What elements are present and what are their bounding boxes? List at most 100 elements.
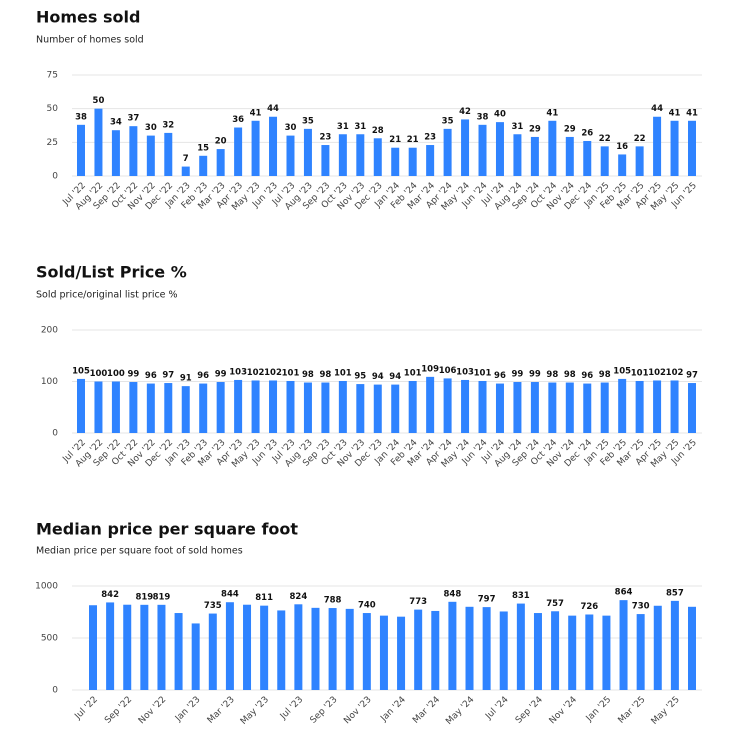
value-label: 15 — [197, 143, 209, 153]
bar — [345, 608, 354, 690]
value-label: 31 — [354, 122, 366, 132]
bar — [111, 130, 120, 176]
value-label: 96 — [145, 371, 157, 381]
x-tick-label: May '25 — [650, 695, 682, 727]
bar — [391, 147, 400, 176]
bar — [513, 382, 522, 433]
bar — [243, 604, 252, 690]
value-label: 100 — [107, 369, 125, 379]
bar — [670, 600, 679, 690]
y-tick-label: 0 — [52, 429, 58, 439]
value-label: 105 — [613, 366, 631, 376]
value-label: 7 — [183, 154, 189, 164]
bar — [482, 607, 491, 690]
value-label: 109 — [421, 364, 439, 374]
bar — [688, 383, 696, 433]
value-label: 94 — [372, 372, 384, 382]
bar — [600, 382, 609, 433]
y-tick-label: 0 — [52, 172, 58, 182]
bar — [530, 136, 539, 176]
value-label: 98 — [546, 370, 558, 380]
x-tick-label: Sep '22 — [103, 695, 134, 726]
value-label: 21 — [389, 135, 401, 145]
chart-title: Median price per square foot — [36, 520, 298, 539]
x-tick-label: Jul '22 — [73, 695, 100, 722]
y-tick-label: 25 — [47, 138, 58, 148]
bar — [688, 120, 696, 176]
x-tick-label: Jan '23 — [173, 695, 202, 724]
value-label: 22 — [599, 134, 611, 144]
value-label: 101 — [334, 368, 352, 378]
bar — [106, 602, 115, 690]
x-tick-label: Sep '23 — [309, 695, 340, 726]
value-label: 101 — [404, 368, 422, 378]
bar — [146, 383, 155, 433]
bar — [251, 380, 260, 433]
bar — [653, 380, 662, 433]
value-label: 50 — [93, 96, 105, 106]
bar — [408, 147, 417, 176]
x-tick-label: Nov '22 — [137, 695, 168, 726]
bar — [77, 378, 85, 433]
value-label: 95 — [354, 372, 366, 382]
bar — [551, 611, 560, 690]
bar — [277, 610, 286, 690]
bar — [414, 609, 423, 690]
bar — [478, 124, 487, 176]
value-label: 44 — [267, 104, 279, 114]
bar — [548, 382, 557, 433]
bar — [495, 383, 504, 433]
bar — [174, 613, 183, 690]
bar — [513, 134, 522, 176]
bar — [548, 120, 557, 176]
value-label: 103 — [456, 367, 474, 377]
bar — [583, 383, 592, 433]
bar — [286, 135, 295, 176]
chart-title: Sold/List Price % — [36, 263, 187, 282]
value-label: 97 — [686, 371, 698, 381]
value-label: 819 — [153, 592, 171, 602]
bar — [635, 380, 644, 433]
value-label: 831 — [512, 591, 530, 601]
value-label: 32 — [162, 120, 174, 130]
bar — [443, 378, 452, 433]
value-label: 102 — [247, 368, 265, 378]
bar — [286, 380, 295, 433]
value-label: 740 — [358, 601, 376, 611]
value-label: 797 — [478, 595, 496, 605]
bar — [533, 613, 542, 690]
value-label: 98 — [599, 370, 611, 380]
value-label: 824 — [289, 592, 307, 602]
bar — [269, 380, 278, 433]
value-label: 41 — [250, 108, 262, 118]
bar — [234, 379, 243, 433]
x-tick-label: Mar '23 — [206, 695, 237, 726]
bar — [495, 122, 504, 176]
value-label: 38 — [477, 112, 489, 122]
bar — [251, 120, 260, 176]
value-label: 735 — [204, 601, 222, 611]
bar — [356, 134, 365, 176]
bar — [362, 613, 371, 690]
bar — [530, 382, 539, 433]
bar — [208, 613, 217, 690]
x-tick-label: Nov '23 — [342, 695, 373, 726]
x-tick-label: Jul '24 — [483, 695, 511, 723]
chart-subtitle: Number of homes sold — [36, 35, 144, 46]
bar — [303, 382, 312, 433]
value-label: 103 — [229, 367, 247, 377]
bar — [379, 615, 388, 690]
bar — [565, 136, 574, 176]
bar — [565, 382, 574, 433]
value-label: 41 — [669, 108, 681, 118]
x-tick-label: Jan '24 — [378, 695, 408, 725]
value-label: 102 — [648, 368, 666, 378]
bar — [321, 382, 330, 433]
bar — [618, 378, 627, 433]
bar — [448, 601, 457, 690]
bar — [164, 132, 173, 176]
value-label: 41 — [546, 108, 558, 118]
bar — [181, 386, 190, 433]
